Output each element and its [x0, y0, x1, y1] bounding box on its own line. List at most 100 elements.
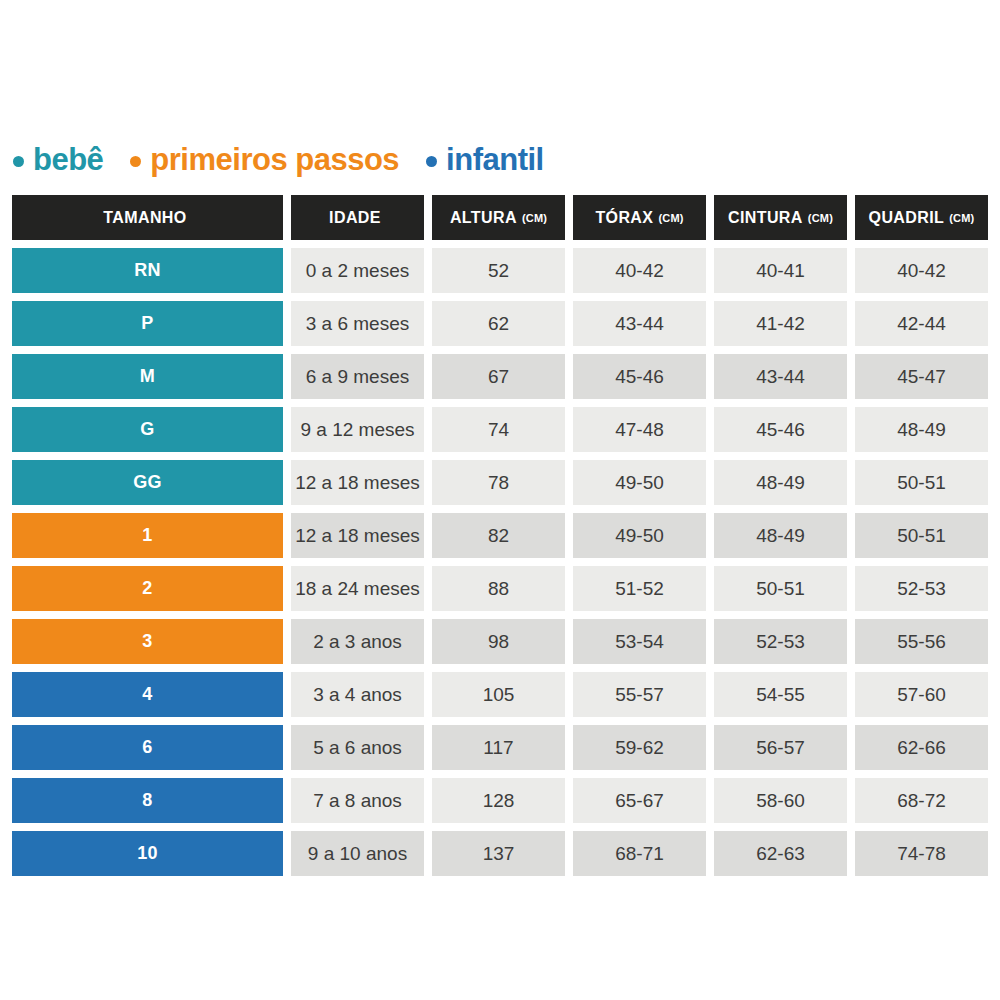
age-cell: 12 a 18 meses [291, 513, 424, 558]
legend-label-infantil: infantil [446, 144, 544, 175]
torax-cell: 65-67 [573, 778, 706, 823]
legend-label-bebe: bebê [33, 144, 103, 175]
size-cell: 10 [12, 831, 283, 876]
bullet-icon [13, 156, 24, 167]
age-cell: 7 a 8 anos [291, 778, 424, 823]
altura-cell: 117 [432, 725, 565, 770]
age-cell: 3 a 6 meses [291, 301, 424, 346]
torax-cell: 49-50 [573, 460, 706, 505]
quadril-cell: 52-53 [855, 566, 988, 611]
size-cell: 1 [12, 513, 283, 558]
quadril-cell: 68-72 [855, 778, 988, 823]
cintura-cell: 48-49 [714, 460, 847, 505]
cintura-cell: 52-53 [714, 619, 847, 664]
quadril-cell: 40-42 [855, 248, 988, 293]
column-header-unit: (CM) [808, 212, 833, 224]
torax-cell: 47-48 [573, 407, 706, 452]
legend: bebê primeiros passos infantil [13, 144, 544, 175]
altura-cell: 74 [432, 407, 565, 452]
torax-cell: 45-46 [573, 354, 706, 399]
cintura-cell: 48-49 [714, 513, 847, 558]
quadril-cell: 62-66 [855, 725, 988, 770]
torax-cell: 43-44 [573, 301, 706, 346]
column-header-unit: (CM) [522, 212, 547, 224]
altura-cell: 78 [432, 460, 565, 505]
torax-cell: 51-52 [573, 566, 706, 611]
legend-item-infantil: infantil [426, 144, 544, 175]
quadril-cell: 45-47 [855, 354, 988, 399]
column-header-altura: ALTURA (CM) [432, 195, 565, 240]
quadril-cell: 48-49 [855, 407, 988, 452]
bullet-icon [130, 156, 141, 167]
size-cell: P [12, 301, 283, 346]
age-cell: 6 a 9 meses [291, 354, 424, 399]
altura-cell: 105 [432, 672, 565, 717]
size-cell: 4 [12, 672, 283, 717]
altura-cell: 88 [432, 566, 565, 611]
torax-cell: 49-50 [573, 513, 706, 558]
size-cell: GG [12, 460, 283, 505]
age-cell: 2 a 3 anos [291, 619, 424, 664]
age-cell: 0 a 2 meses [291, 248, 424, 293]
column-header-quadril: QUADRIL (CM) [855, 195, 988, 240]
cintura-cell: 45-46 [714, 407, 847, 452]
column-header-label: QUADRIL [869, 209, 945, 227]
quadril-cell: 55-56 [855, 619, 988, 664]
legend-item-primeiros-passos: primeiros passos [130, 144, 399, 175]
legend-label-primeiros-passos: primeiros passos [150, 144, 399, 175]
torax-cell: 59-62 [573, 725, 706, 770]
cintura-cell: 43-44 [714, 354, 847, 399]
quadril-cell: 50-51 [855, 513, 988, 558]
torax-cell: 53-54 [573, 619, 706, 664]
cintura-cell: 40-41 [714, 248, 847, 293]
age-cell: 5 a 6 anos [291, 725, 424, 770]
quadril-cell: 50-51 [855, 460, 988, 505]
size-chart-page: bebê primeiros passos infantil TAMANHO I… [0, 0, 1000, 1000]
column-header-tamanho: TAMANHO [12, 195, 283, 240]
column-header-cintura: CINTURA (CM) [714, 195, 847, 240]
cintura-cell: 54-55 [714, 672, 847, 717]
altura-cell: 82 [432, 513, 565, 558]
column-header-label: ALTURA [450, 209, 517, 227]
legend-item-bebe: bebê [13, 144, 103, 175]
quadril-cell: 74-78 [855, 831, 988, 876]
torax-cell: 68-71 [573, 831, 706, 876]
age-cell: 12 a 18 meses [291, 460, 424, 505]
cintura-cell: 56-57 [714, 725, 847, 770]
column-header-unit: (CM) [949, 212, 974, 224]
column-header-unit: (CM) [658, 212, 683, 224]
quadril-cell: 57-60 [855, 672, 988, 717]
size-cell: 3 [12, 619, 283, 664]
torax-cell: 55-57 [573, 672, 706, 717]
quadril-cell: 42-44 [855, 301, 988, 346]
column-header-label: TAMANHO [103, 209, 186, 227]
age-cell: 9 a 10 anos [291, 831, 424, 876]
size-cell: 6 [12, 725, 283, 770]
altura-cell: 137 [432, 831, 565, 876]
size-cell: RN [12, 248, 283, 293]
torax-cell: 40-42 [573, 248, 706, 293]
size-cell: 8 [12, 778, 283, 823]
altura-cell: 67 [432, 354, 565, 399]
cintura-cell: 62-63 [714, 831, 847, 876]
column-header-label: TÓRAX [595, 209, 653, 227]
size-cell: G [12, 407, 283, 452]
column-header-label: IDADE [329, 209, 381, 227]
bullet-icon [426, 156, 437, 167]
altura-cell: 62 [432, 301, 565, 346]
age-cell: 18 a 24 meses [291, 566, 424, 611]
altura-cell: 128 [432, 778, 565, 823]
age-cell: 3 a 4 anos [291, 672, 424, 717]
size-table: TAMANHO IDADE ALTURA (CM) TÓRAX (CM) CINTU… [12, 195, 988, 876]
column-header-torax: TÓRAX (CM) [573, 195, 706, 240]
column-header-idade: IDADE [291, 195, 424, 240]
column-header-label: CINTURA [728, 209, 803, 227]
cintura-cell: 50-51 [714, 566, 847, 611]
age-cell: 9 a 12 meses [291, 407, 424, 452]
size-cell: M [12, 354, 283, 399]
altura-cell: 52 [432, 248, 565, 293]
altura-cell: 98 [432, 619, 565, 664]
cintura-cell: 41-42 [714, 301, 847, 346]
size-cell: 2 [12, 566, 283, 611]
cintura-cell: 58-60 [714, 778, 847, 823]
